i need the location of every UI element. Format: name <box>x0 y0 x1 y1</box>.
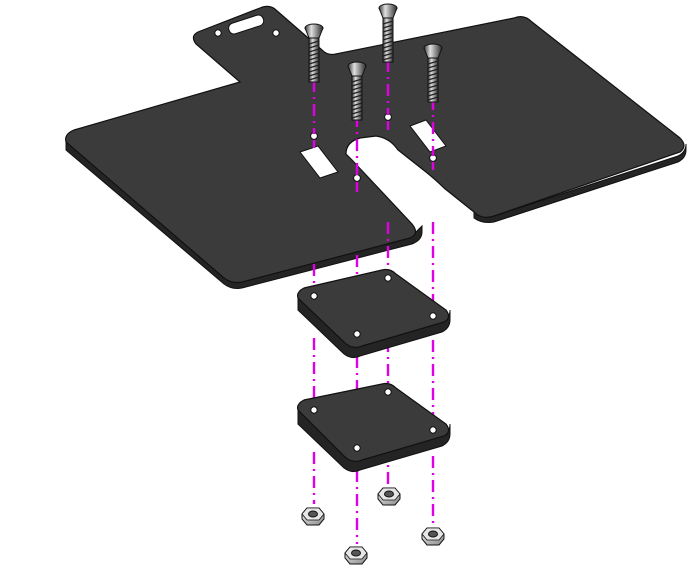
screw <box>347 61 367 121</box>
spacer-hole <box>353 330 361 338</box>
spacer-hole <box>310 292 318 300</box>
spacer-hole <box>429 426 437 434</box>
spacer-hole <box>384 388 392 396</box>
hex-nut <box>344 546 368 565</box>
screw <box>423 43 443 103</box>
top-plate-hole <box>214 29 222 37</box>
spacer-hole <box>310 406 318 414</box>
spacer-hole <box>353 444 361 452</box>
spacer-plate-upper <box>297 268 451 359</box>
top-plate-window-left <box>299 145 339 179</box>
screw <box>378 3 398 63</box>
top-plate-slot <box>228 14 265 35</box>
spacer-plate-lower <box>297 382 451 473</box>
top-plate-face <box>65 5 685 284</box>
hex-nut <box>421 527 445 546</box>
screw <box>304 23 324 83</box>
spacer-face <box>297 382 450 462</box>
top-plate-window-right <box>409 119 447 153</box>
spacer-hole <box>384 274 392 282</box>
top-plate-mount-hole <box>353 174 361 182</box>
top-plate <box>65 5 687 289</box>
spacer-hole <box>429 312 437 320</box>
hex-nut <box>377 487 401 506</box>
spacer-face <box>297 268 450 348</box>
hex-nut <box>301 507 325 526</box>
top-plate-hole <box>272 29 280 37</box>
